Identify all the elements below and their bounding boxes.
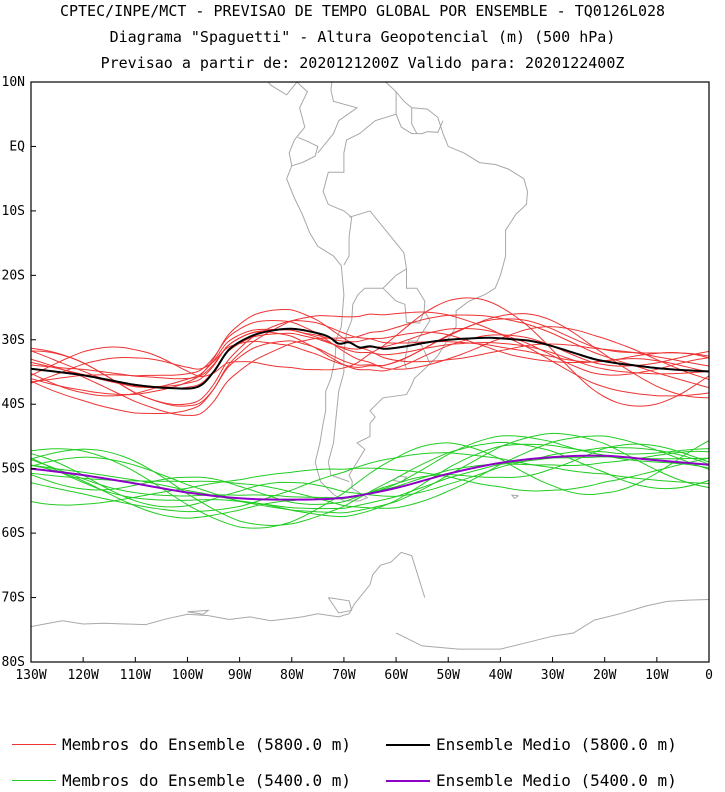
lon-tick-label: 100W	[172, 668, 203, 683]
page-title: CPTEC/INPE/MCT - PREVISAO DE TEMPO GLOBA…	[59, 2, 666, 20]
country-border	[317, 82, 359, 154]
lat-tick-label: EQ	[9, 139, 25, 154]
coastline	[359, 82, 391, 83]
coastline	[187, 609, 210, 615]
legend-swatch	[386, 779, 430, 782]
lat-tick-label: 60S	[2, 526, 25, 541]
coastline-layer	[31, 82, 709, 662]
ensemble-member-line	[31, 432, 709, 514]
country-border	[327, 210, 408, 483]
legend-label: Ensemble Medio (5800.0 m)	[436, 735, 677, 754]
ensemble-member-line	[31, 452, 709, 513]
ensemble-member-line	[31, 319, 709, 383]
lon-tick-label: 50W	[436, 668, 460, 683]
ensemble-mean-layer	[31, 327, 709, 501]
ensemble-member-line	[31, 331, 709, 388]
ensemble-member-line	[31, 446, 709, 508]
coastline	[31, 551, 426, 628]
longitude-axis: 130W 120W 110W 100W 90W 80W 70W 60W 50W 40W 30W 20W…	[15, 657, 713, 683]
coastline	[510, 494, 519, 499]
ensemble-mean-line	[31, 327, 709, 390]
ensemble-member-line	[31, 440, 709, 529]
ensemble-mean-line	[31, 454, 709, 501]
latitude-axis: 10N EQ 10S 20S 30S 40S 50S 60S 70S 80S	[2, 75, 36, 670]
lon-tick-label: 40W	[489, 668, 513, 683]
country-border	[291, 136, 319, 167]
lon-tick-label: 10W	[645, 668, 669, 683]
lon-tick-label: 110W	[120, 668, 151, 683]
lat-tick-label: 80S	[2, 655, 25, 670]
legend-item-members-5800: Membros do Ensemble (5800.0 m)	[12, 735, 351, 754]
lon-tick-label: 80W	[280, 668, 304, 683]
ensemble-member-line	[31, 456, 709, 510]
forecast-dates: Previsao a partir de: 2020121200Z Valido…	[100, 54, 625, 72]
lon-tick-label: 0	[705, 668, 713, 683]
lat-tick-label: 30S	[2, 333, 25, 348]
lon-tick-label: 90W	[228, 668, 252, 683]
legend-swatch	[12, 780, 56, 781]
lon-tick-label: 70W	[332, 668, 356, 683]
legend-item-mean-5400: Ensemble Medio (5400.0 m)	[386, 771, 677, 790]
legend-label: Membros do Ensemble (5800.0 m)	[62, 735, 351, 754]
lon-tick-label: 130W	[15, 668, 46, 683]
lon-tick-label: 60W	[384, 668, 408, 683]
lat-tick-label: 50S	[2, 462, 25, 477]
ensemble-member-line	[31, 308, 709, 396]
ensemble-members-layer	[31, 297, 709, 529]
country-border	[395, 114, 444, 135]
legend-label: Membros do Ensemble (5400.0 m)	[62, 771, 351, 790]
legend-label: Ensemble Medio (5400.0 m)	[436, 771, 677, 790]
lon-tick-label: 20W	[593, 668, 617, 683]
ensemble-member-line	[31, 329, 709, 380]
coastline	[161, 82, 298, 96]
lat-tick-label: 70S	[2, 591, 25, 606]
country-border	[382, 268, 426, 324]
lat-tick-label: 40S	[2, 397, 25, 412]
legend-item-mean-5800: Ensemble Medio (5800.0 m)	[386, 735, 677, 754]
ensemble-member-line	[31, 311, 709, 415]
lon-tick-label: 30W	[541, 668, 565, 683]
lat-tick-label: 20S	[2, 268, 25, 283]
lon-tick-label: 120W	[67, 668, 98, 683]
plot-frame	[30, 81, 710, 663]
ensemble-member-line	[31, 457, 709, 506]
lat-tick-label: 10S	[2, 204, 25, 219]
country-border	[411, 107, 418, 134]
legend-swatch	[386, 743, 430, 746]
country-border	[416, 340, 431, 364]
country-border	[403, 310, 431, 369]
page-subtitle: Diagrama "Spaguetti" - Altura Geopotenci…	[109, 28, 616, 46]
coastline	[286, 82, 529, 502]
country-border	[322, 91, 397, 266]
ensemble-member-line	[31, 314, 709, 416]
ensemble-member-line	[31, 441, 709, 526]
legend-swatch	[12, 744, 56, 745]
legend-item-members-5400: Membros do Ensemble (5400.0 m)	[12, 771, 351, 790]
ensemble-member-line	[31, 320, 709, 406]
ensemble-member-line	[31, 313, 709, 399]
ensemble-member-line	[31, 297, 709, 407]
ensemble-member-line	[31, 327, 709, 389]
coastline	[327, 597, 353, 614]
coastline	[395, 599, 709, 650]
lat-tick-label: 10N	[2, 75, 25, 90]
